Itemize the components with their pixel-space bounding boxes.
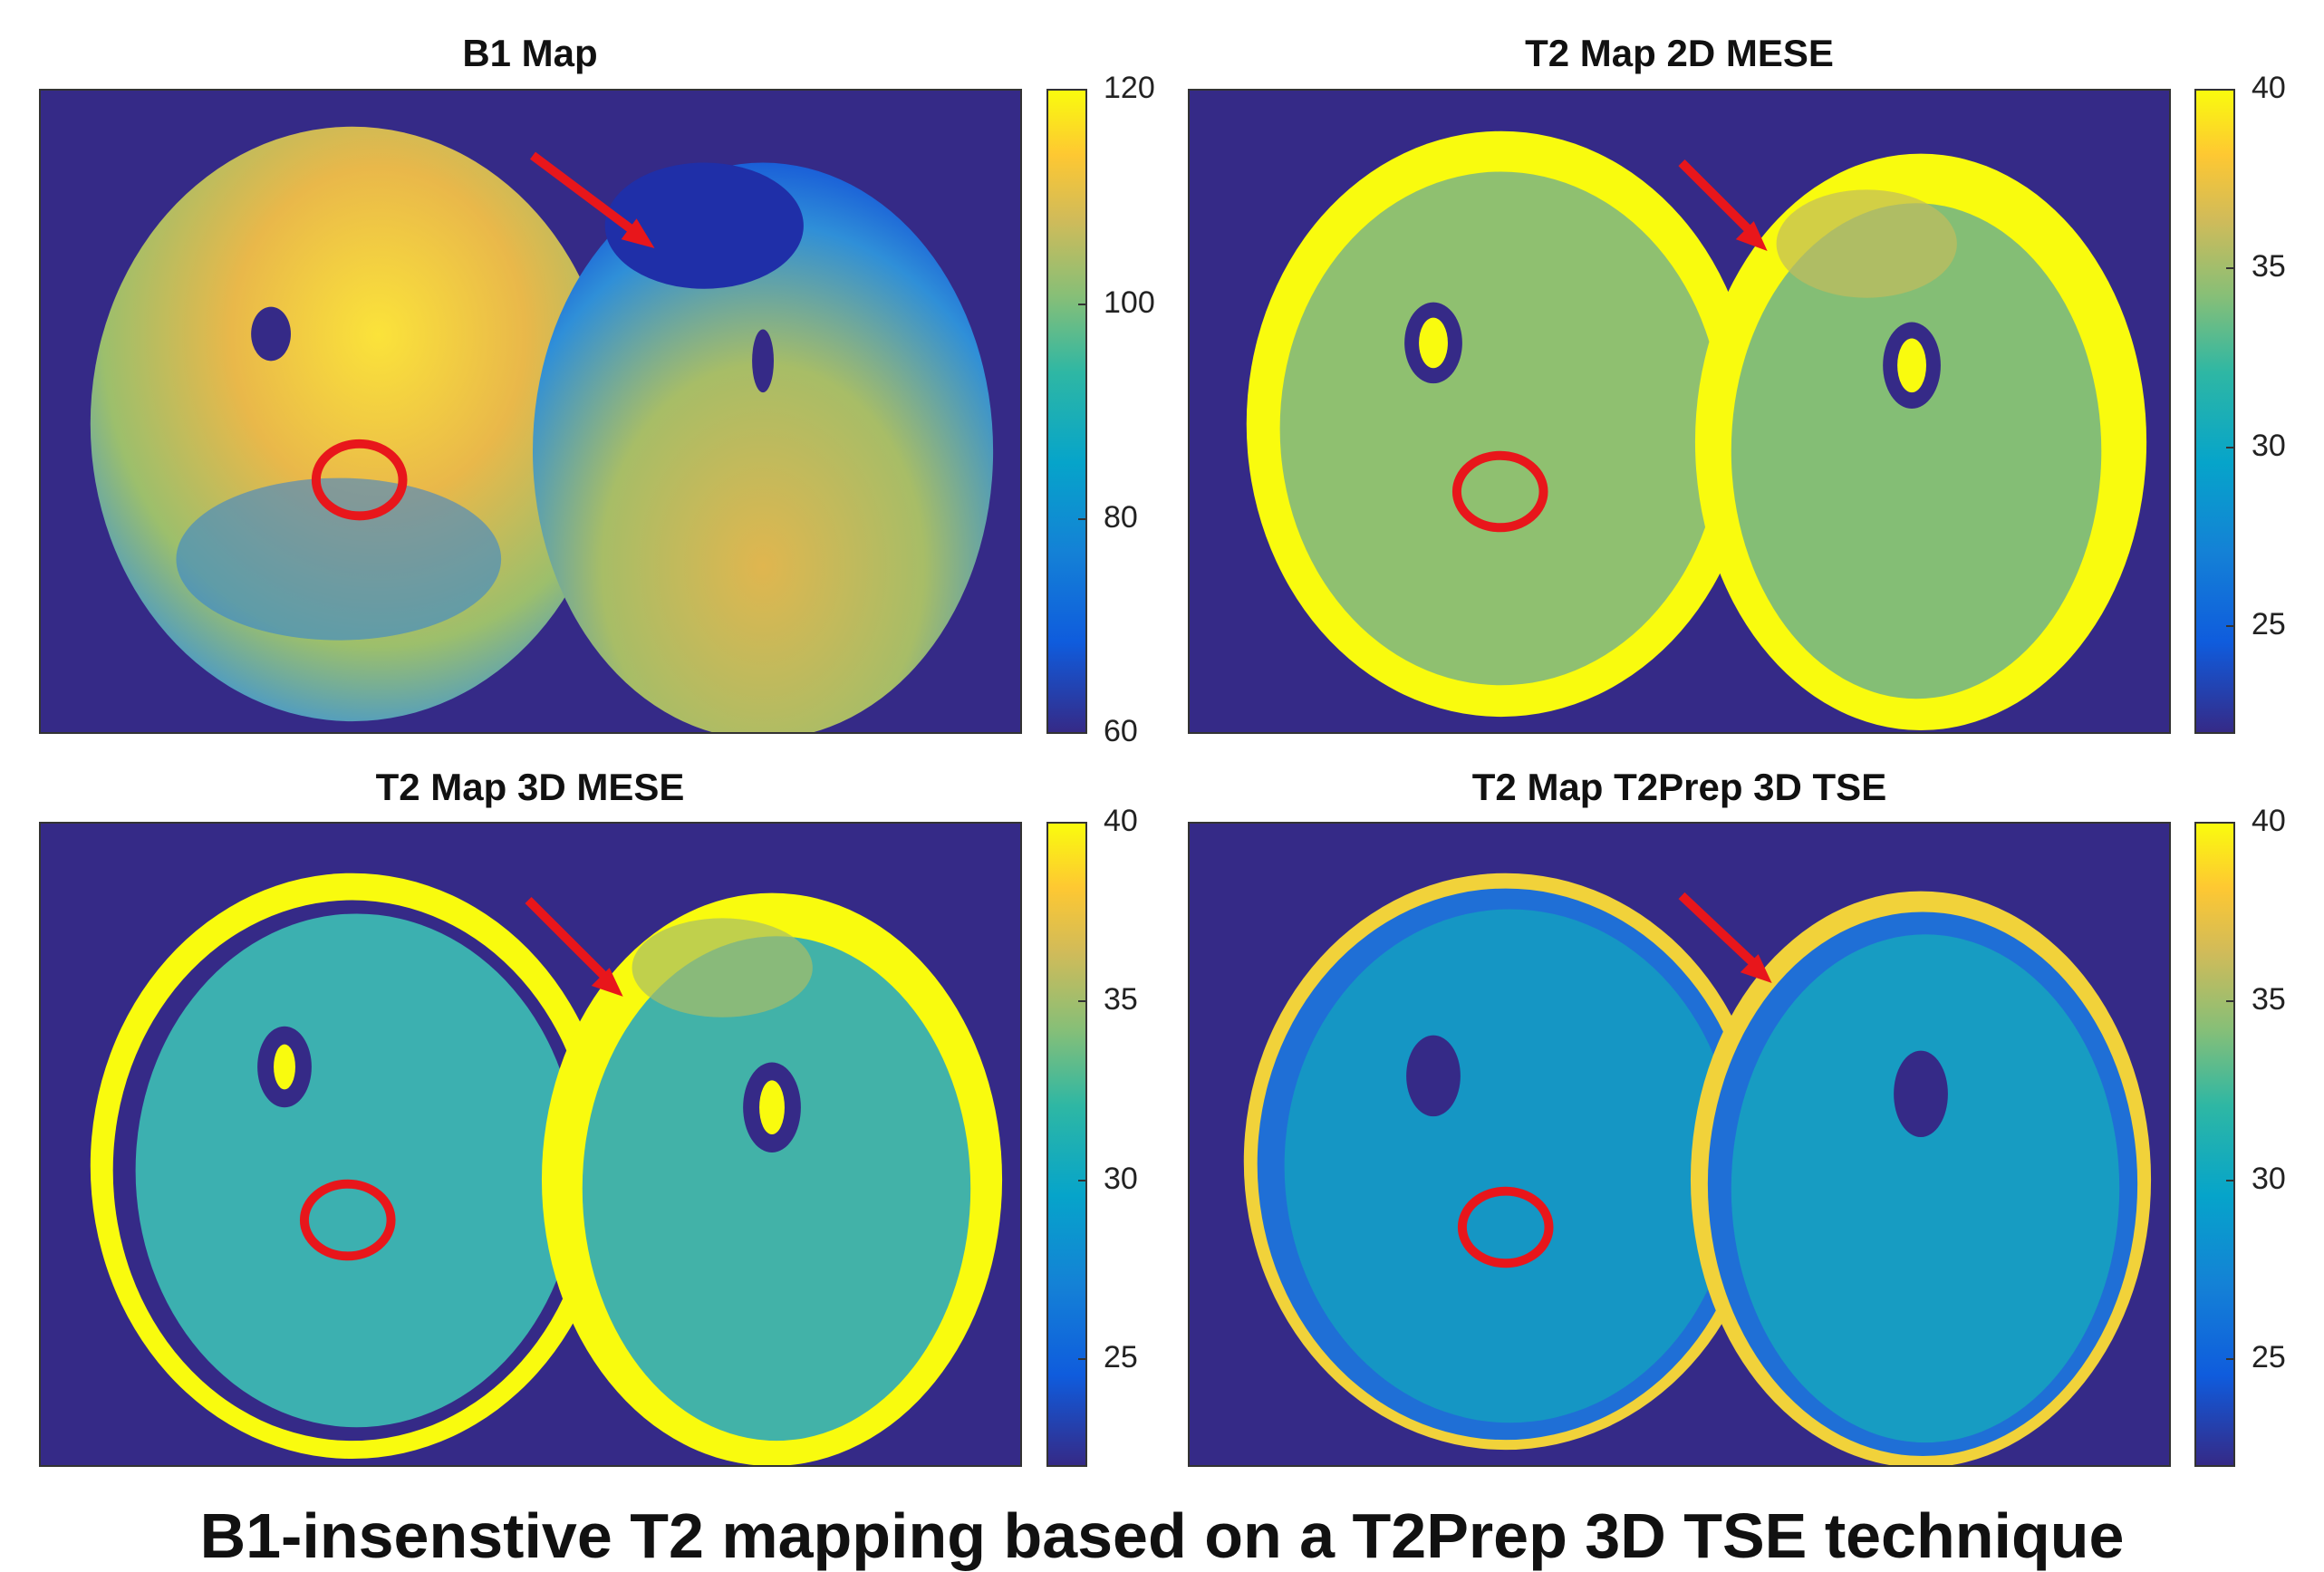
colorbar-tick-label: 25 bbox=[2252, 607, 2286, 641]
red-circle-roi bbox=[1451, 450, 1548, 533]
panel-title-b1-map: B1 Map bbox=[462, 32, 598, 74]
red-arrow bbox=[530, 151, 655, 249]
colorbar-tick-label: 40 bbox=[2252, 71, 2286, 105]
colorbar-tick-label: 35 bbox=[2252, 249, 2286, 284]
red-circle-roi bbox=[1457, 1186, 1554, 1268]
colorbar-tick-label: 100 bbox=[1104, 285, 1155, 320]
colorbar-b1-map bbox=[1046, 89, 1087, 734]
panel-title-t2-3d-mese: T2 Map 3D MESE bbox=[375, 766, 685, 808]
image-t2-3d-mese bbox=[39, 822, 1022, 1467]
colorbar-tick-label: 60 bbox=[1104, 714, 1138, 748]
colorbar-tick-label: 80 bbox=[1104, 500, 1138, 535]
image-b1-map bbox=[39, 89, 1022, 734]
colorbar-tick-label: 25 bbox=[1104, 1340, 1138, 1374]
colorbar-tick-label: 120 bbox=[1104, 71, 1155, 105]
colorbar-tick-label: 30 bbox=[2252, 1162, 2286, 1196]
right-thigh bbox=[533, 162, 994, 732]
colorbar-tick-label: 30 bbox=[2252, 429, 2286, 463]
red-arrow bbox=[1678, 159, 1768, 251]
image-t2-t2prep-3d-tse bbox=[1188, 822, 2171, 1467]
colorbar-t2-2d-mese bbox=[2194, 89, 2235, 734]
red-circle-roi bbox=[299, 1179, 396, 1261]
panel-title-t2-2d-mese: T2 Map 2D MESE bbox=[1525, 32, 1834, 74]
figure-caption: B1-insenstive T2 mapping based on a T2Pr… bbox=[199, 1500, 2125, 1571]
colorbar-tick-label: 30 bbox=[1104, 1162, 1138, 1196]
colorbar-tick-label: 40 bbox=[1104, 804, 1138, 838]
colorbar-t2-3d-mese bbox=[1046, 822, 1087, 1467]
colorbar-tick-label: 40 bbox=[2252, 804, 2286, 838]
image-t2-2d-mese bbox=[1188, 89, 2171, 734]
colorbar-tick-label: 25 bbox=[2252, 1340, 2286, 1374]
colorbar-tick-label: 35 bbox=[2252, 982, 2286, 1017]
panel-title-t2-t2prep-3d-tse: T2 Map T2Prep 3D TSE bbox=[1471, 766, 1887, 808]
red-arrow bbox=[1678, 892, 1772, 984]
colorbar-tick-label: 35 bbox=[1104, 982, 1138, 1017]
red-circle-roi bbox=[311, 439, 408, 521]
colorbar-t2-t2prep-3d-tse bbox=[2194, 822, 2235, 1467]
red-arrow bbox=[525, 897, 623, 997]
